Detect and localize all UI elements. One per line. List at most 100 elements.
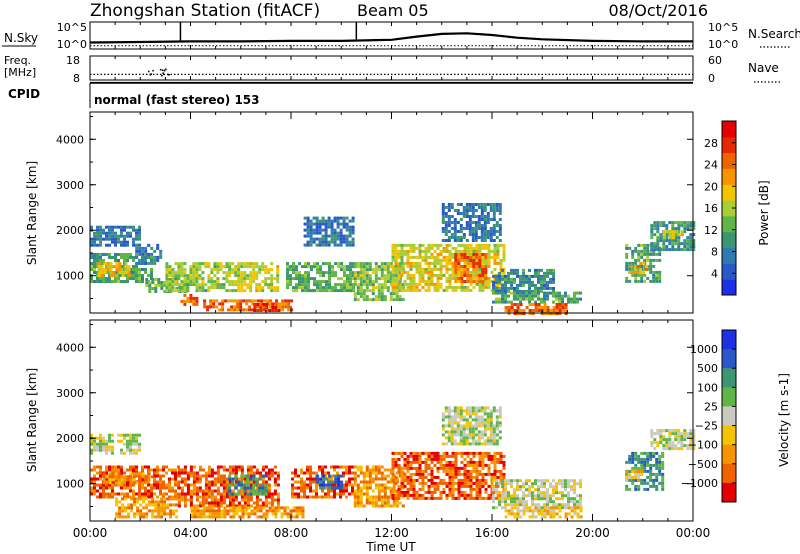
cell (114, 259, 117, 262)
cell (480, 421, 484, 425)
cell (368, 480, 372, 484)
cell (237, 268, 241, 272)
cell (249, 474, 253, 478)
cell (492, 274, 495, 278)
cell (349, 277, 352, 281)
cell (576, 291, 579, 295)
cell (662, 221, 666, 225)
cell (448, 466, 452, 470)
cell (492, 212, 496, 215)
cell (138, 442, 141, 446)
cell (483, 239, 487, 242)
cell (513, 268, 516, 272)
cell (401, 486, 405, 490)
cell (502, 454, 506, 458)
cell (162, 492, 165, 496)
cell (306, 486, 309, 490)
cell (480, 430, 484, 434)
cell (522, 309, 526, 312)
cell (409, 288, 413, 292)
cell (371, 283, 375, 287)
cell (454, 253, 458, 256)
cell (274, 303, 278, 306)
cell (124, 515, 128, 519)
cell (353, 477, 357, 481)
cell (356, 468, 360, 472)
cell (441, 442, 445, 446)
cell (454, 469, 458, 473)
cell (471, 209, 475, 212)
cell (510, 485, 513, 489)
cell (457, 481, 461, 485)
cell (190, 509, 194, 513)
cell (250, 509, 254, 513)
cell (108, 445, 111, 449)
cell (276, 504, 280, 508)
cell (412, 457, 416, 461)
cell (287, 305, 291, 309)
cell (322, 262, 325, 266)
cell (138, 258, 142, 262)
cell (436, 252, 440, 256)
cell (231, 289, 235, 293)
cell (349, 283, 352, 287)
cell (246, 474, 250, 478)
cell (239, 299, 243, 303)
cell (99, 259, 102, 262)
cell (217, 509, 221, 513)
cell (534, 286, 537, 290)
cell (465, 239, 469, 242)
cell (472, 487, 476, 491)
cell (132, 451, 135, 455)
cell (295, 506, 299, 510)
cell (339, 231, 343, 235)
cell (493, 469, 497, 473)
cell (247, 515, 251, 519)
cell (321, 489, 324, 493)
cell (510, 306, 514, 309)
cell (504, 294, 507, 298)
cell (677, 248, 681, 252)
cell (219, 474, 223, 478)
cell (324, 222, 328, 226)
cell (206, 308, 210, 312)
cell (510, 283, 513, 287)
cell (365, 465, 369, 469)
cell (677, 230, 681, 234)
cell (230, 299, 234, 303)
cell (345, 465, 348, 469)
cell (576, 500, 579, 504)
cell (430, 475, 434, 479)
cell (177, 468, 181, 472)
cell (504, 297, 507, 301)
cell (174, 280, 178, 284)
cell (228, 486, 232, 490)
cell (99, 486, 102, 490)
cell (631, 451, 635, 455)
cell (334, 286, 337, 290)
cell (424, 469, 428, 473)
cell (258, 492, 262, 496)
cell (177, 471, 181, 475)
cell (570, 485, 573, 489)
cell (495, 286, 498, 290)
cell (250, 512, 254, 516)
cell (483, 412, 487, 416)
noise-left-tick-bottom: 10^0 (57, 38, 87, 51)
cell (450, 233, 454, 236)
cell (483, 409, 487, 413)
cell (391, 475, 395, 479)
cell (415, 451, 419, 455)
cell (674, 248, 678, 252)
cell (138, 262, 141, 265)
cell (400, 252, 404, 256)
cell (504, 482, 507, 486)
cell (445, 466, 449, 470)
cell (552, 485, 555, 489)
cell (221, 305, 225, 309)
cell (327, 225, 331, 229)
cell (469, 493, 473, 497)
cell (677, 239, 681, 243)
cell (325, 477, 329, 481)
cell (567, 294, 570, 298)
